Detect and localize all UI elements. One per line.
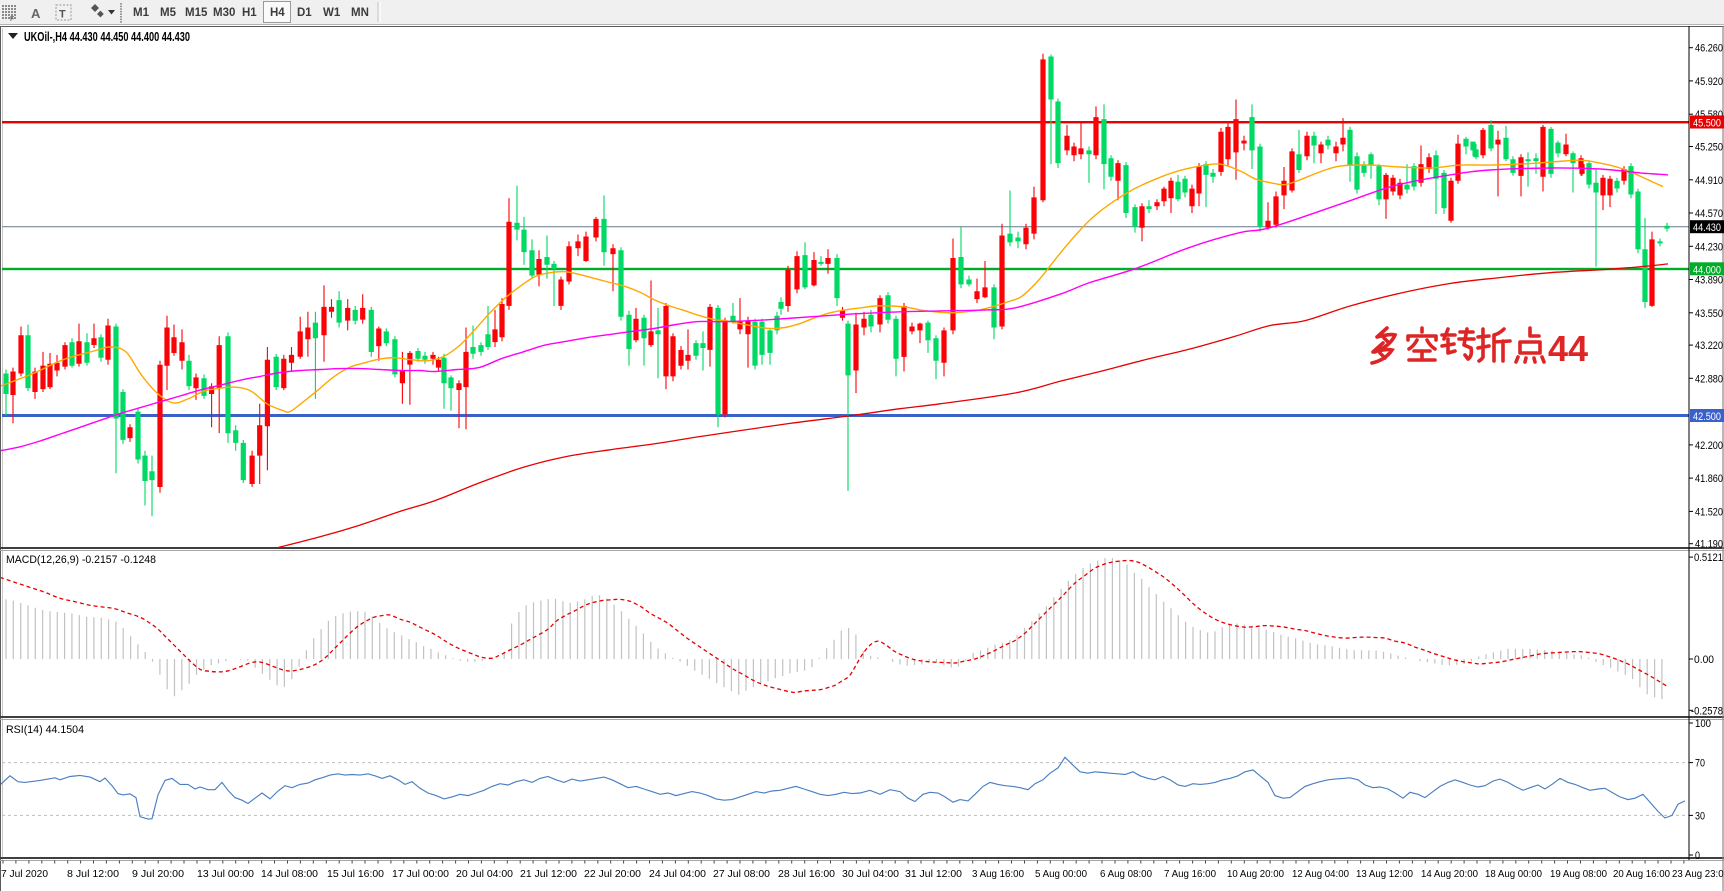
svg-text:13 Aug 12:00: 13 Aug 12:00	[1356, 868, 1413, 880]
svg-text:44.910: 44.910	[1695, 175, 1723, 187]
svg-text:13 Jul 00:00: 13 Jul 00:00	[197, 868, 254, 880]
svg-text:H1: H1	[242, 7, 257, 19]
svg-text:6 Aug 08:00: 6 Aug 08:00	[1100, 868, 1152, 880]
svg-text:42.200: 42.200	[1695, 440, 1723, 452]
svg-text:42.500: 42.500	[1693, 411, 1721, 423]
svg-text:41.520: 41.520	[1695, 506, 1723, 518]
svg-text:0: 0	[1695, 850, 1700, 862]
svg-text:31 Jul 12:00: 31 Jul 12:00	[905, 868, 962, 880]
svg-text:9 Jul 20:00: 9 Jul 20:00	[132, 868, 184, 880]
svg-text:20 Jul 04:00: 20 Jul 04:00	[456, 868, 513, 880]
svg-text:D1: D1	[297, 7, 312, 19]
svg-text:0.00: 0.00	[1694, 654, 1714, 666]
svg-text:18 Aug 00:00: 18 Aug 00:00	[1485, 868, 1542, 880]
svg-text:45.920: 45.920	[1695, 76, 1723, 88]
svg-text:21 Jul 12:00: 21 Jul 12:00	[520, 868, 577, 880]
svg-text:43.220: 43.220	[1695, 340, 1723, 352]
svg-text:0.5121: 0.5121	[1694, 552, 1723, 564]
svg-text:10 Aug 20:00: 10 Aug 20:00	[1227, 868, 1284, 880]
svg-text:3 Aug 16:00: 3 Aug 16:00	[972, 868, 1024, 880]
svg-text:H4: H4	[270, 7, 285, 19]
svg-text:30: 30	[1695, 810, 1705, 822]
svg-text:28 Jul 16:00: 28 Jul 16:00	[778, 868, 835, 880]
svg-text:A: A	[31, 6, 41, 21]
svg-text:14 Jul 08:00: 14 Jul 08:00	[261, 868, 318, 880]
svg-text:45.250: 45.250	[1695, 142, 1723, 154]
svg-text:44.570: 44.570	[1695, 208, 1723, 220]
svg-text:17 Jul 00:00: 17 Jul 00:00	[392, 868, 449, 880]
svg-text:8 Jul 12:00: 8 Jul 12:00	[67, 868, 119, 880]
svg-text:5 Aug 00:00: 5 Aug 00:00	[1035, 868, 1087, 880]
svg-text:-0.2578: -0.2578	[1691, 705, 1723, 717]
svg-text:44: 44	[1548, 328, 1588, 369]
svg-text:22 Jul 20:00: 22 Jul 20:00	[584, 868, 641, 880]
svg-text:20 Aug 16:00: 20 Aug 16:00	[1613, 868, 1670, 880]
svg-text:46.260: 46.260	[1695, 43, 1723, 55]
svg-text:43.550: 43.550	[1695, 308, 1723, 320]
svg-text:23 Aug 23:00: 23 Aug 23:00	[1672, 868, 1724, 880]
svg-text:27 Jul 08:00: 27 Jul 08:00	[713, 868, 770, 880]
svg-text:M5: M5	[160, 7, 177, 19]
svg-text:RSI(14) 44.1504: RSI(14) 44.1504	[6, 724, 84, 736]
svg-text:70: 70	[1695, 758, 1705, 770]
svg-text:15 Jul 16:00: 15 Jul 16:00	[327, 868, 384, 880]
svg-text:14 Aug 20:00: 14 Aug 20:00	[1421, 868, 1478, 880]
svg-text:F: F	[10, 16, 14, 23]
svg-text:41.190: 41.190	[1695, 539, 1723, 551]
svg-text:M15: M15	[185, 7, 208, 19]
svg-text:19 Aug 08:00: 19 Aug 08:00	[1550, 868, 1607, 880]
svg-text:44.430: 44.430	[1693, 222, 1721, 234]
svg-text:41.860: 41.860	[1695, 473, 1723, 485]
svg-text:100: 100	[1695, 718, 1711, 730]
svg-text:M1: M1	[133, 7, 150, 19]
svg-text:42.880: 42.880	[1695, 373, 1723, 385]
svg-text:T: T	[59, 9, 66, 21]
svg-text:43.890: 43.890	[1695, 275, 1723, 287]
svg-text:30 Jul 04:00: 30 Jul 04:00	[842, 868, 899, 880]
svg-text:45.500: 45.500	[1693, 118, 1721, 130]
svg-text:24 Jul 04:00: 24 Jul 04:00	[649, 868, 706, 880]
svg-text:M30: M30	[213, 7, 235, 19]
svg-text:MN: MN	[351, 7, 369, 19]
svg-text:MACD(12,26,9) -0.2157 -0.1248: MACD(12,26,9) -0.2157 -0.1248	[6, 554, 156, 566]
svg-text:W1: W1	[323, 7, 341, 19]
svg-text:44.230: 44.230	[1695, 241, 1723, 253]
svg-text:12 Aug 04:00: 12 Aug 04:00	[1292, 868, 1349, 880]
svg-text:7 Jul 2020: 7 Jul 2020	[1, 868, 48, 880]
svg-text:UKOil-,H4 44.430 44.450 44.40: UKOil-,H4 44.430 44.450 44.400 44.430	[24, 30, 190, 44]
svg-text:44.000: 44.000	[1693, 264, 1721, 276]
svg-text:7 Aug 16:00: 7 Aug 16:00	[1164, 868, 1216, 880]
